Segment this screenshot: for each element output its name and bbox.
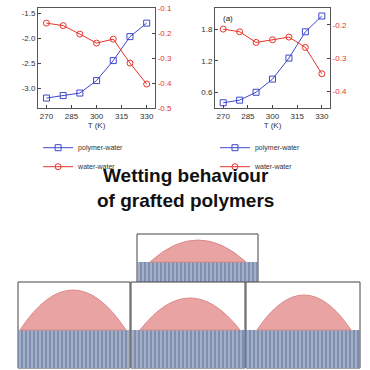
svg-text:285: 285 — [241, 112, 255, 121]
svg-text:water-water: water-water — [77, 163, 115, 170]
svg-text:-3.0: -3.0 — [22, 84, 36, 93]
svg-text:-0.4: -0.4 — [158, 79, 172, 88]
svg-text:300: 300 — [266, 112, 280, 121]
svg-text:T (K): T (K) — [88, 121, 106, 130]
svg-text:-0.5: -0.5 — [158, 104, 172, 113]
svg-text:270: 270 — [40, 112, 54, 121]
svg-text:T (K): T (K) — [264, 121, 282, 130]
svg-text:polymer-water: polymer-water — [255, 144, 300, 152]
svg-text:1.2: 1.2 — [201, 57, 213, 66]
svg-text:315: 315 — [115, 112, 129, 121]
svg-text:300: 300 — [90, 112, 104, 121]
svg-text:-0.2: -0.2 — [333, 21, 347, 30]
svg-text:-2.5: -2.5 — [22, 59, 36, 68]
svg-text:285: 285 — [65, 112, 79, 121]
svg-text:polymer-water: polymer-water — [78, 144, 123, 152]
svg-text:270: 270 — [217, 112, 231, 121]
svg-text:-2.0: -2.0 — [22, 34, 36, 43]
svg-text:-0.3: -0.3 — [333, 54, 347, 63]
svg-text:-0.4: -0.4 — [333, 87, 347, 96]
svg-text:water-water: water-water — [254, 163, 292, 170]
svg-text:330: 330 — [140, 112, 154, 121]
svg-text:0.6: 0.6 — [201, 88, 213, 97]
svg-text:Wetting behaviourof grafted po: Wetting behaviourof grafted polymers — [97, 165, 274, 211]
svg-text:1.8: 1.8 — [201, 25, 213, 34]
svg-text:-0.1: -0.1 — [158, 4, 172, 13]
svg-text:330: 330 — [315, 112, 329, 121]
svg-text:-0.2: -0.2 — [158, 29, 172, 38]
svg-text:(a): (a) — [223, 14, 233, 23]
svg-text:315: 315 — [290, 112, 304, 121]
svg-text:-0.3: -0.3 — [158, 54, 172, 63]
svg-text:-1.5: -1.5 — [22, 9, 36, 18]
